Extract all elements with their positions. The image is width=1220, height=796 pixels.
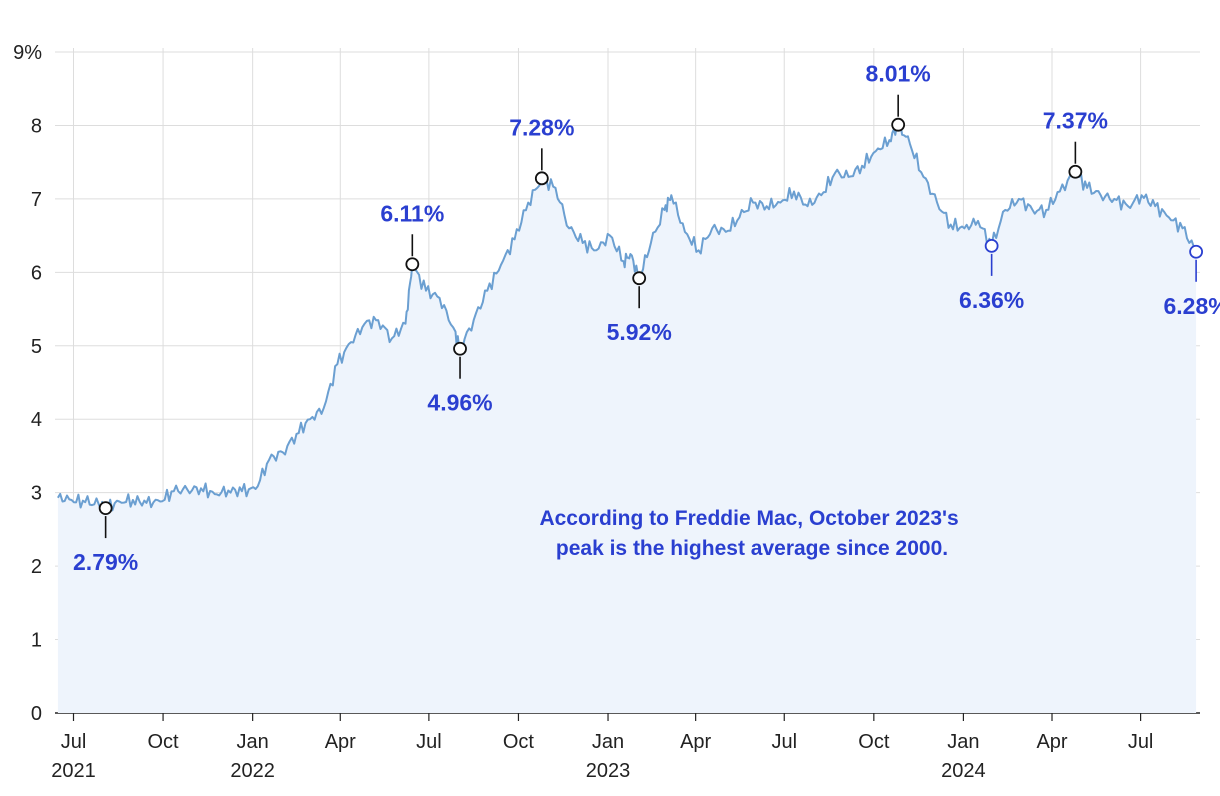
x-tick-label-10: Jan xyxy=(947,731,979,753)
y-tick-label-8: 8 xyxy=(31,115,42,137)
y-tick-label-0: 0 xyxy=(31,703,42,725)
annotation-marker-1 xyxy=(405,257,420,272)
x-tick-year-2: 2022 xyxy=(230,760,275,782)
annotation-label-8: 6.28% xyxy=(1163,293,1220,319)
y-tick-label-3: 3 xyxy=(31,483,42,505)
x-tick-label-2: Jan xyxy=(237,731,269,753)
y-tick-label-7: 7 xyxy=(31,189,42,211)
x-tick-label-4: Jul xyxy=(416,731,442,753)
chart-note-line-1: According to Freddie Mac, October 2023's xyxy=(539,507,958,530)
annotation-label-5: 8.01% xyxy=(866,61,931,87)
annotation-marker-2 xyxy=(453,341,467,356)
y-tick-label-4: 4 xyxy=(31,409,42,431)
series-area xyxy=(57,120,1197,713)
x-tick-year-10: 2024 xyxy=(941,760,986,782)
x-tick-label-0: Jul xyxy=(61,731,87,753)
annotation-marker-3 xyxy=(534,171,549,186)
x-tick-label-1: Oct xyxy=(148,731,180,753)
annotation-label-7: 7.37% xyxy=(1043,108,1108,134)
annotation-marker-0 xyxy=(98,501,113,515)
chart-note-line-2: peak is the highest average since 2000. xyxy=(556,537,948,560)
annotation-label-0: 2.79% xyxy=(73,549,138,575)
annotation-label-2: 4.96% xyxy=(427,390,492,416)
y-tick-label-1: 1 xyxy=(31,630,42,652)
series-line xyxy=(57,119,1198,513)
x-tick-label-9: Oct xyxy=(858,731,890,753)
annotation-label-6: 6.36% xyxy=(959,287,1024,313)
x-tick-label-6: Jan xyxy=(592,731,624,753)
x-tick-year-6: 2023 xyxy=(586,760,631,782)
x-tick-label-8: Jul xyxy=(771,731,797,753)
annotation-label-4: 5.92% xyxy=(607,319,672,345)
annotation-label-3: 7.28% xyxy=(509,114,574,140)
annotation-marker-5 xyxy=(891,117,906,132)
axis-layer: 0 1 2 3 4 5 6 7 8 9% Jul 2021 Oct Jan 2022 Apr Jul Oct Jan… xyxy=(13,42,1153,782)
x-tick-label-3: Apr xyxy=(325,731,356,753)
annotation-marker-4 xyxy=(632,271,647,286)
x-tick-label-11: Apr xyxy=(1036,731,1067,753)
annotation-marker-8 xyxy=(1189,244,1204,259)
annotation-marker-7 xyxy=(1068,164,1083,179)
y-tick-label-5: 5 xyxy=(31,336,42,358)
x-tick-year-0: 2021 xyxy=(51,760,96,782)
x-tick-label-12: Jul xyxy=(1128,731,1154,753)
annotation-marker-6 xyxy=(984,238,999,253)
x-tick-label-7: Apr xyxy=(680,731,711,753)
y-tick-label-9: 9% xyxy=(13,42,42,64)
annotation-label-1: 6.11% xyxy=(380,200,444,226)
chart-note: According to Freddie Mac, October 2023's… xyxy=(539,507,964,560)
y-tick-label-6: 6 xyxy=(31,262,42,284)
y-tick-label-2: 2 xyxy=(31,556,42,578)
annotation-layer: 2.79% 6.11% 4.96% 7.28% 5.92% 8.01% 6.36% 7.37%… xyxy=(73,61,1220,575)
area-layer xyxy=(57,119,1198,713)
x-tick-label-5: Oct xyxy=(503,731,535,753)
